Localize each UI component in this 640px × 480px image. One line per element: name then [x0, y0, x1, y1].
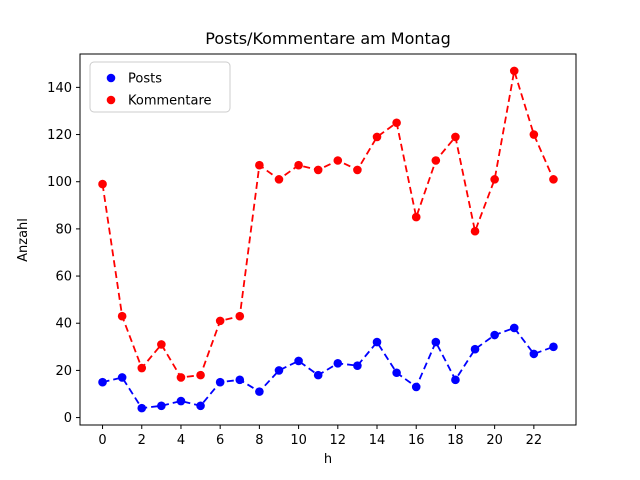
data-point-kommentare — [137, 363, 147, 373]
plot-area — [79, 53, 577, 426]
data-point-posts — [392, 368, 401, 378]
legend: Posts Kommentare — [89, 61, 231, 113]
data-point-kommentare — [490, 175, 499, 184]
data-point-kommentare — [392, 118, 401, 128]
data-point-posts — [411, 382, 421, 392]
x-tick-label: 0 — [98, 433, 106, 448]
data-point-kommentare — [451, 132, 460, 142]
data-point-posts — [255, 387, 264, 396]
data-point-posts — [117, 373, 127, 382]
data-point-kommentare — [235, 311, 245, 321]
data-point-kommentare — [196, 370, 205, 380]
data-point-posts — [235, 375, 245, 385]
legend-marker-kommentare — [106, 95, 116, 105]
data-point-kommentare — [372, 132, 382, 142]
legend-marker-posts — [106, 73, 116, 83]
data-point-posts — [137, 403, 147, 413]
data-point-kommentare — [313, 165, 323, 175]
data-point-posts — [294, 356, 303, 366]
y-axis-label: Anzahl — [16, 218, 31, 262]
data-point-posts — [490, 330, 499, 340]
x-tick-label: 8 — [255, 433, 263, 448]
data-point-posts — [470, 344, 480, 354]
legend-label-kommentare: Kommentare — [128, 94, 212, 109]
y-tick-label: 40 — [55, 317, 72, 332]
data-point-posts — [333, 359, 343, 368]
data-point-kommentare — [215, 316, 225, 326]
y-tick-label: 20 — [55, 364, 72, 379]
data-point-kommentare — [117, 311, 127, 321]
x-tick-label: 6 — [216, 433, 224, 448]
x-tick-label: 4 — [177, 433, 185, 448]
data-point-posts — [372, 337, 382, 347]
y-tick-label: 0 — [64, 411, 72, 426]
data-point-kommentare — [353, 165, 362, 175]
data-point-kommentare — [294, 160, 303, 170]
data-point-posts — [215, 377, 225, 387]
x-tick-label: 14 — [369, 433, 386, 448]
chart-title: Posts/Kommentare am Montag — [205, 29, 451, 48]
x-tick-label: 12 — [330, 433, 347, 448]
data-point-posts — [509, 323, 519, 333]
y-tick-label: 80 — [55, 222, 72, 237]
legend-label-posts: Posts — [128, 72, 162, 87]
data-point-kommentare — [431, 156, 441, 165]
data-point-kommentare — [470, 226, 480, 236]
data-point-kommentare — [157, 340, 166, 349]
legend-box — [89, 61, 231, 113]
data-point-kommentare — [98, 179, 107, 189]
x-tick-label: 16 — [408, 433, 425, 448]
x-tick-label: 18 — [447, 433, 464, 448]
data-point-posts — [274, 366, 284, 375]
x-tick-label: 22 — [526, 433, 543, 448]
data-point-posts — [157, 401, 166, 411]
data-point-kommentare — [274, 175, 284, 184]
y-tick-label: 120 — [47, 128, 72, 143]
data-point-posts — [549, 342, 558, 352]
data-point-kommentare — [255, 160, 264, 170]
data-point-kommentare — [509, 66, 519, 76]
x-tick-label: 10 — [290, 433, 307, 448]
data-point-kommentare — [333, 156, 343, 165]
data-point-posts — [529, 349, 539, 359]
x-axis-label: h — [324, 452, 332, 467]
y-tick-label: 100 — [47, 175, 72, 190]
x-tick-label: 2 — [138, 433, 146, 448]
data-point-posts — [196, 401, 205, 411]
data-point-kommentare — [549, 175, 558, 184]
x-tick-label: 20 — [486, 433, 503, 448]
data-point-posts — [313, 370, 323, 380]
y-tick-label: 60 — [55, 270, 72, 285]
data-point-posts — [353, 361, 362, 370]
data-point-kommentare — [411, 212, 421, 222]
data-point-posts — [176, 396, 186, 406]
data-point-posts — [431, 337, 441, 347]
data-point-kommentare — [529, 130, 539, 139]
series-line-kommentare — [101, 70, 555, 379]
data-point-posts — [451, 375, 460, 385]
data-point-kommentare — [176, 373, 186, 382]
plot-group: 0 2 4 6 8 10 12 14 16 18 20 22 0 20 40 60 80 100 120 140 Pos… — [47, 53, 577, 448]
data-point-posts — [98, 377, 107, 387]
y-tick-label: 140 — [47, 81, 72, 96]
